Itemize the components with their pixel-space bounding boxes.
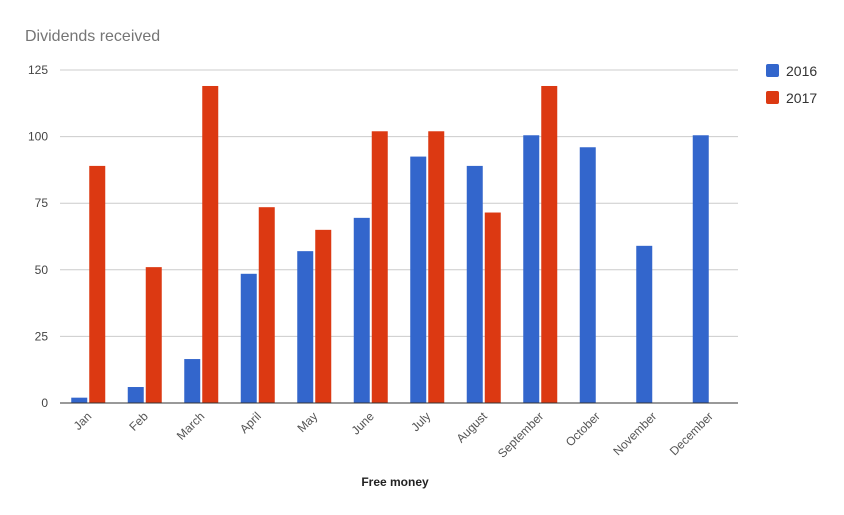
bar-2017-jan[interactable] xyxy=(89,165,106,403)
bar-2017-july[interactable] xyxy=(428,131,445,403)
x-tick-label: August xyxy=(454,409,491,446)
bars xyxy=(71,85,709,403)
x-tick-label: Feb xyxy=(126,409,151,434)
x-tick-label: March xyxy=(174,409,207,442)
x-tick-label: November xyxy=(610,409,659,458)
y-tick-label: 25 xyxy=(35,329,49,343)
bar-2016-december[interactable] xyxy=(692,135,709,403)
y-tick-label: 125 xyxy=(28,63,48,77)
bar-2016-june[interactable] xyxy=(353,217,370,403)
legend: 2016 2017 xyxy=(766,63,817,106)
bar-2016-may[interactable] xyxy=(297,251,314,403)
y-tick-label: 0 xyxy=(41,396,48,410)
bar-2016-april[interactable] xyxy=(240,273,257,403)
x-tick-label: December xyxy=(667,409,716,458)
bar-2017-august[interactable] xyxy=(484,212,501,403)
chart-title: Dividends received xyxy=(25,28,160,45)
bar-2016-november[interactable] xyxy=(636,245,653,403)
bar-2016-jan[interactable] xyxy=(71,397,88,403)
bar-2017-april[interactable] xyxy=(258,207,275,403)
bar-2017-may[interactable] xyxy=(315,229,332,403)
gridlines xyxy=(60,69,738,337)
x-axis-ticks: Jan Feb March April May June July August Septemb… xyxy=(71,409,716,461)
y-axis-ticks: 0 25 50 75 100 125 xyxy=(28,63,48,410)
x-tick-label: June xyxy=(349,409,378,438)
legend-label: 2016 xyxy=(786,63,817,79)
x-tick-label: May xyxy=(294,409,320,435)
bar-2016-october[interactable] xyxy=(579,147,596,403)
x-tick-label: September xyxy=(495,409,546,460)
x-tick-label: Jan xyxy=(71,409,95,433)
legend-swatch-2016 xyxy=(766,64,779,77)
bar-2016-july[interactable] xyxy=(410,156,427,403)
bar-2017-september[interactable] xyxy=(541,85,558,403)
bar-2017-march[interactable] xyxy=(202,85,219,403)
x-tick-label: April xyxy=(237,409,264,436)
bar-2016-september[interactable] xyxy=(523,135,540,403)
bar-2017-june[interactable] xyxy=(371,131,388,403)
bar-2016-august[interactable] xyxy=(466,165,483,403)
y-tick-label: 100 xyxy=(28,130,48,144)
x-tick-label: October xyxy=(563,409,603,449)
bar-2017-feb[interactable] xyxy=(145,267,162,403)
legend-label: 2017 xyxy=(786,90,817,106)
y-tick-label: 75 xyxy=(35,196,49,210)
x-axis-label: Free money xyxy=(361,475,429,489)
bar-2016-march[interactable] xyxy=(184,359,201,403)
legend-swatch-2017 xyxy=(766,91,779,104)
y-tick-label: 50 xyxy=(35,263,49,277)
x-tick-label: July xyxy=(408,409,433,434)
bar-2016-feb[interactable] xyxy=(127,387,144,403)
